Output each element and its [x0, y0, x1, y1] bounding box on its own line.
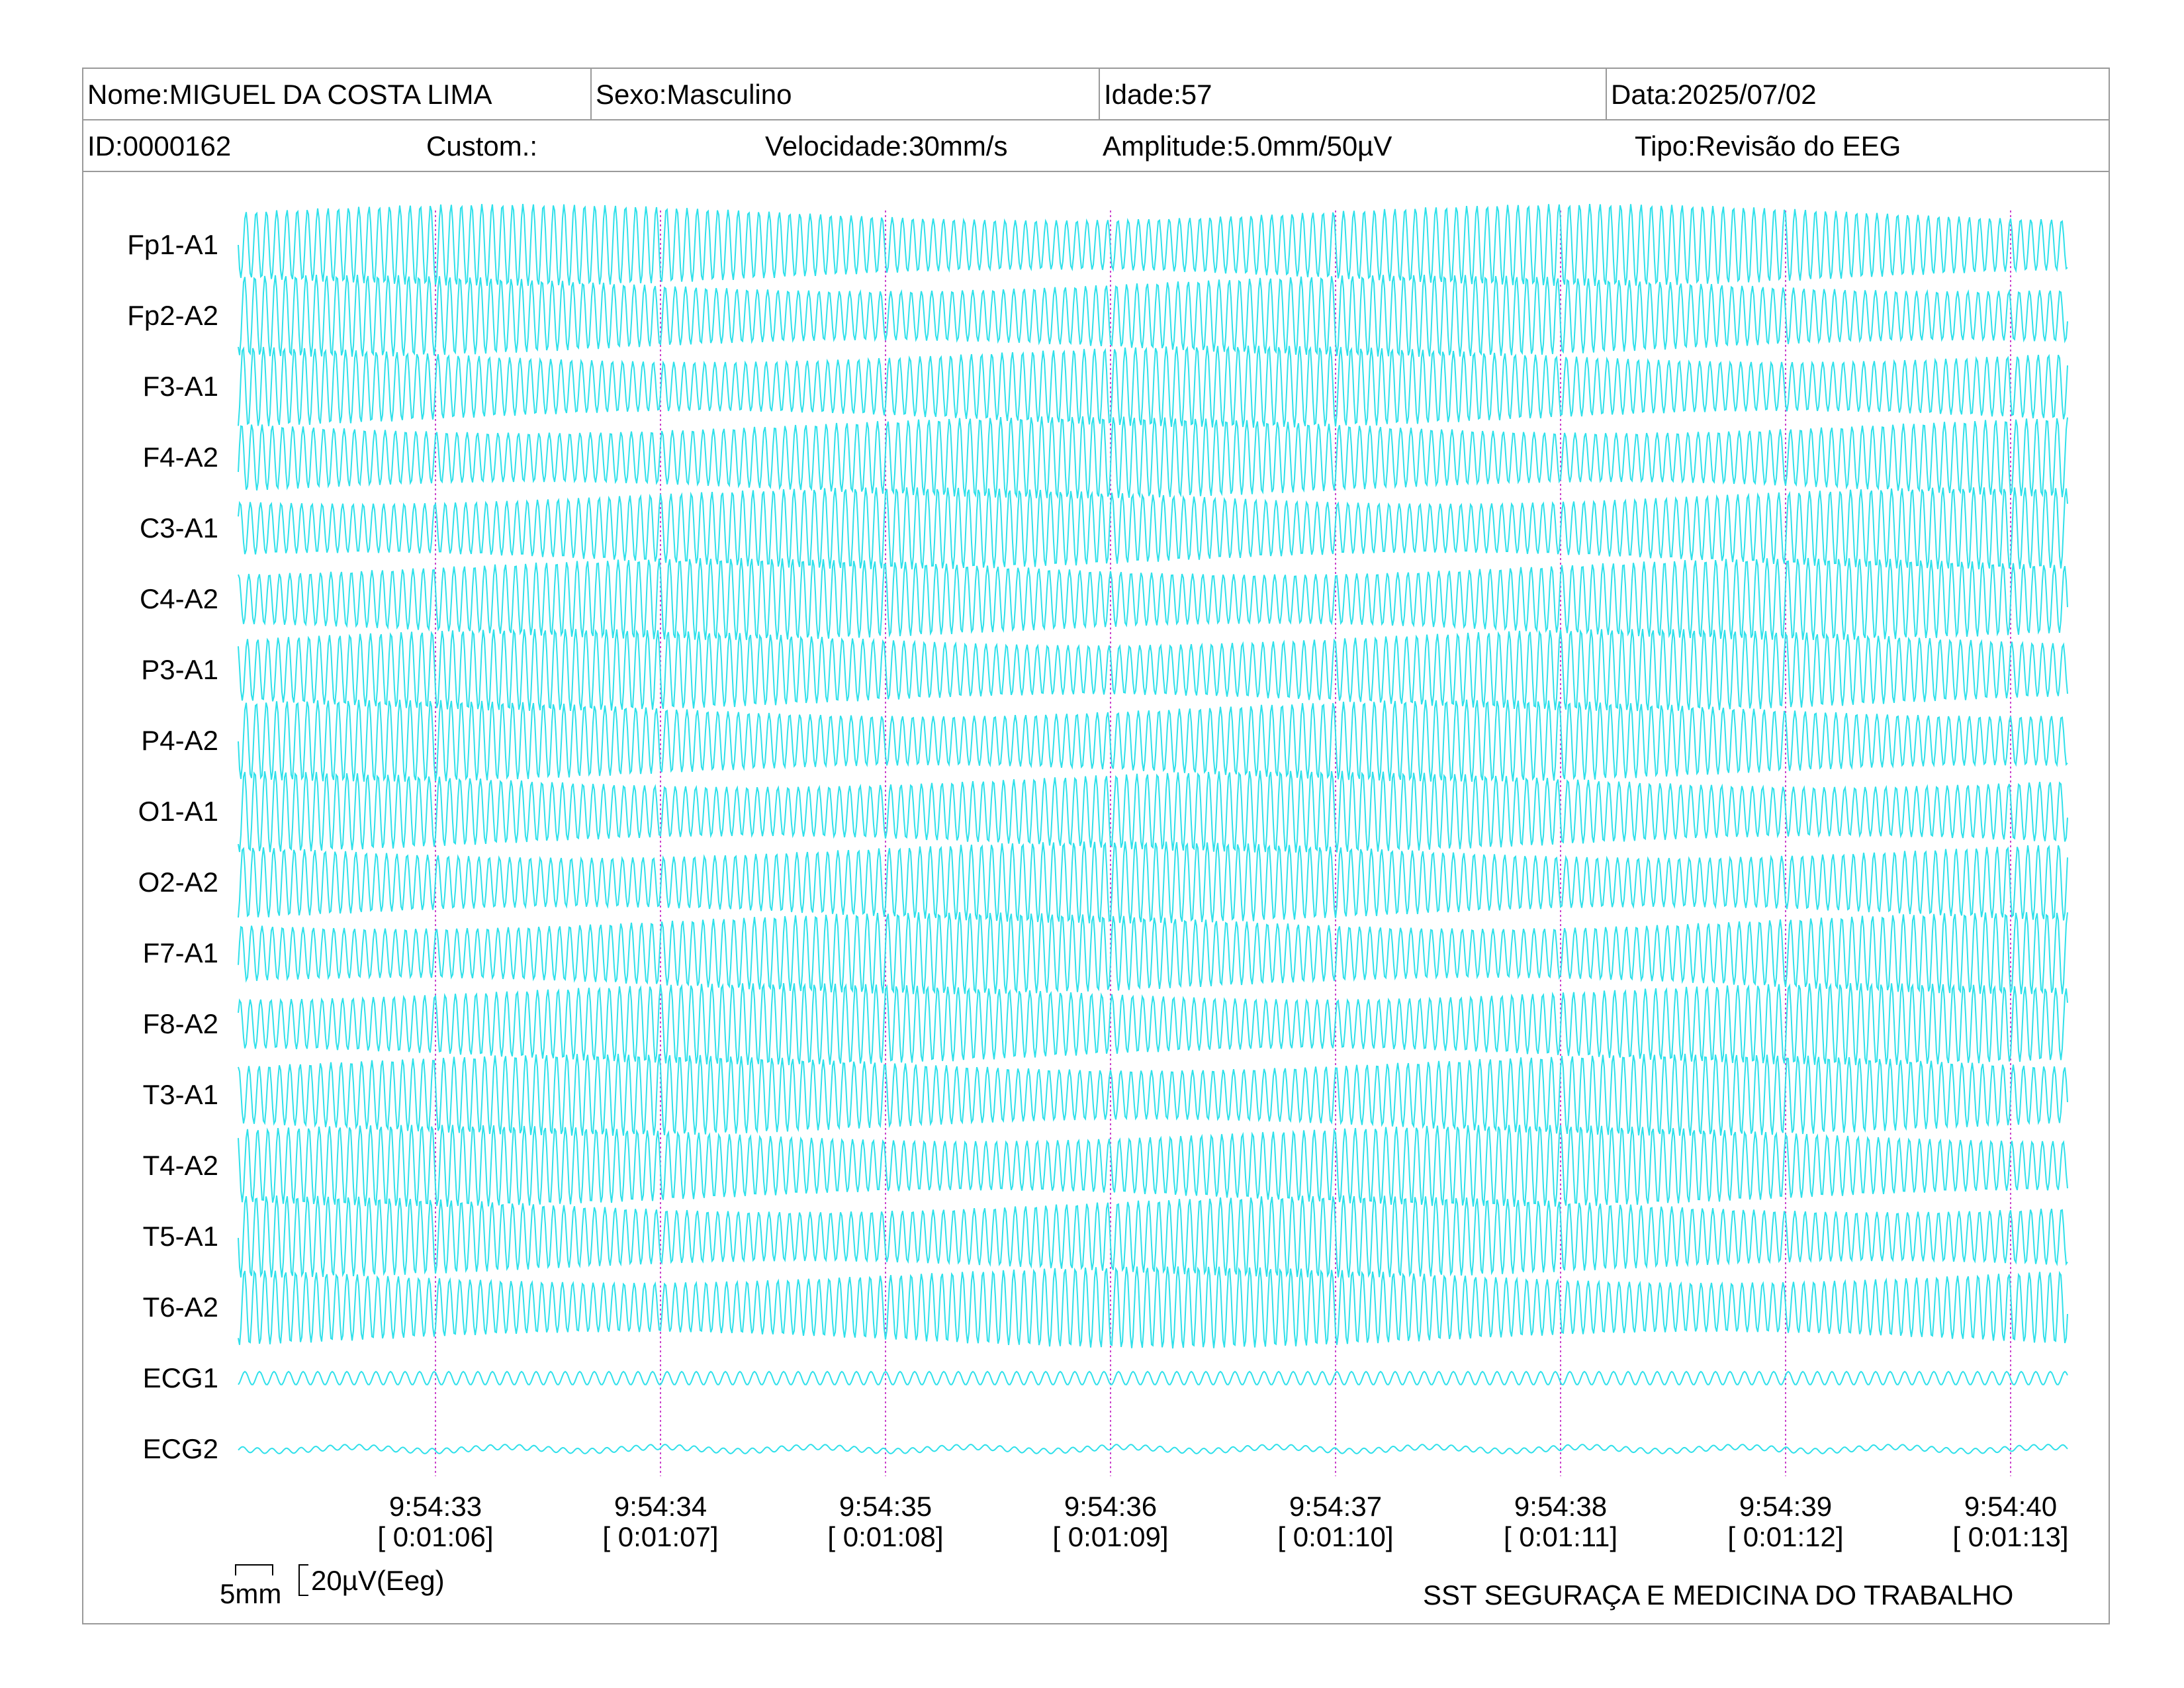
time-clock-label: 9:54:33: [389, 1491, 482, 1522]
scale-amplitude-label: 20µV(Eeg): [311, 1565, 445, 1596]
channel-label: O2-A2: [138, 867, 218, 898]
time-clock-label: 9:54:34: [614, 1491, 707, 1522]
waveform-t6-a2: [238, 1266, 2068, 1349]
channel-label: F4-A2: [143, 442, 218, 473]
time-elapsed-label: [ 0:01:13]: [1952, 1521, 2068, 1552]
eeg-waveforms: [238, 203, 2068, 1455]
waveform-f3-a1: [238, 345, 2068, 428]
channel-label: F3-A1: [143, 371, 218, 402]
time-clock-label: 9:54:39: [1739, 1491, 1832, 1522]
channel-label: Fp2-A2: [127, 300, 218, 331]
time-elapsed-label: [ 0:01:10]: [1277, 1521, 1393, 1552]
waveform-t3-a1: [238, 1053, 2068, 1136]
time-clock-label: 9:54:38: [1514, 1491, 1607, 1522]
waveform-f4-a2: [238, 416, 2068, 499]
patient-age: Idade:57: [1099, 69, 1606, 119]
time-elapsed-label: [ 0:01:11]: [1504, 1521, 1617, 1552]
header-row-recording: ID:0000162 Custom.: Velocidade:30mm/s Am…: [83, 120, 2109, 172]
custom-field: Custom.:: [426, 130, 538, 162]
channel-label: ECG1: [143, 1362, 218, 1393]
waveform-p3-a1: [238, 628, 2068, 712]
channel-label: ECG2: [143, 1433, 218, 1464]
waveform-ecg1: [238, 1370, 2068, 1385]
institution-name: SST SEGURAÇA E MEDICINA DO TRABALHO: [1423, 1579, 2014, 1611]
channel-label: T6-A2: [143, 1291, 218, 1323]
channel-label: F8-A2: [143, 1008, 218, 1039]
channel-label: P3-A1: [141, 654, 218, 685]
amplitude-setting: Amplitude:5.0mm/50µV: [1103, 130, 1392, 162]
waveform-c3-a1: [238, 487, 2068, 570]
waveform-o1-a1: [238, 770, 2068, 853]
record-type: Tipo:Revisão do EEG: [1635, 130, 1901, 162]
header-row-patient: Nome:MIGUEL DA COSTA LIMA Sexo:Masculino…: [83, 69, 2109, 120]
eeg-report-sheet: Nome:MIGUEL DA COSTA LIMA Sexo:Masculino…: [82, 68, 2110, 1624]
channel-label: C4-A2: [140, 583, 218, 614]
channel-labels: Fp1-A1 Fp2-A2 F3-A1 F4-A2 C3-A1 C4-A2 P3-A1 P4-…: [127, 229, 218, 1464]
waveform-t4-a2: [238, 1125, 2068, 1207]
waveform-f8-a2: [238, 982, 2068, 1066]
patient-name: Nome:MIGUEL DA COSTA LIMA: [87, 79, 492, 110]
waveform-o2-a2: [238, 841, 2068, 924]
time-elapsed-label: [ 0:01:12]: [1727, 1521, 1843, 1552]
time-clock-label: 9:54:37: [1289, 1491, 1382, 1522]
patient-id: ID:0000162: [87, 130, 232, 162]
time-clock-label: 9:54:40: [1964, 1491, 2057, 1522]
waveform-f7-a1: [238, 912, 2068, 994]
scale-length-label: 5mm: [220, 1578, 282, 1609]
time-clock-label: 9:54:36: [1064, 1491, 1157, 1522]
time-elapsed-label: [ 0:01:09]: [1052, 1521, 1168, 1552]
waveform-fp1-a1: [238, 203, 2068, 287]
time-elapsed-label: [ 0:01:06]: [377, 1521, 493, 1552]
channel-label: T4-A2: [143, 1150, 218, 1181]
time-elapsed-label: [ 0:01:07]: [602, 1521, 718, 1552]
time-labels: 9:54:33[ 0:01:06] 9:54:34[ 0:01:07] 9:54:3…: [377, 1491, 2068, 1552]
speed-setting: Velocidade:30mm/s: [765, 130, 1008, 162]
waveform-c4-a2: [238, 557, 2068, 640]
channel-label: Fp1-A1: [127, 229, 218, 260]
channel-label: P4-A2: [141, 725, 218, 756]
waveform-t5-a1: [238, 1195, 2068, 1278]
time-elapsed-label: [ 0:01:08]: [827, 1521, 943, 1552]
channel-label: T5-A1: [143, 1221, 218, 1252]
time-clock-label: 9:54:35: [839, 1491, 932, 1522]
record-date: Data:2025/07/02: [1606, 69, 2110, 119]
waveform-p4-a2: [238, 699, 2068, 782]
waveform-ecg2: [238, 1444, 2068, 1455]
channel-label: C3-A1: [140, 512, 218, 543]
channel-label: F7-A1: [143, 937, 218, 968]
scale-bar-icon: [235, 1564, 308, 1596]
channel-label: T3-A1: [143, 1079, 218, 1110]
waveform-fp2-a2: [238, 274, 2068, 357]
patient-sex: Sexo:Masculino: [590, 69, 1099, 119]
channel-label: O1-A1: [138, 796, 218, 827]
